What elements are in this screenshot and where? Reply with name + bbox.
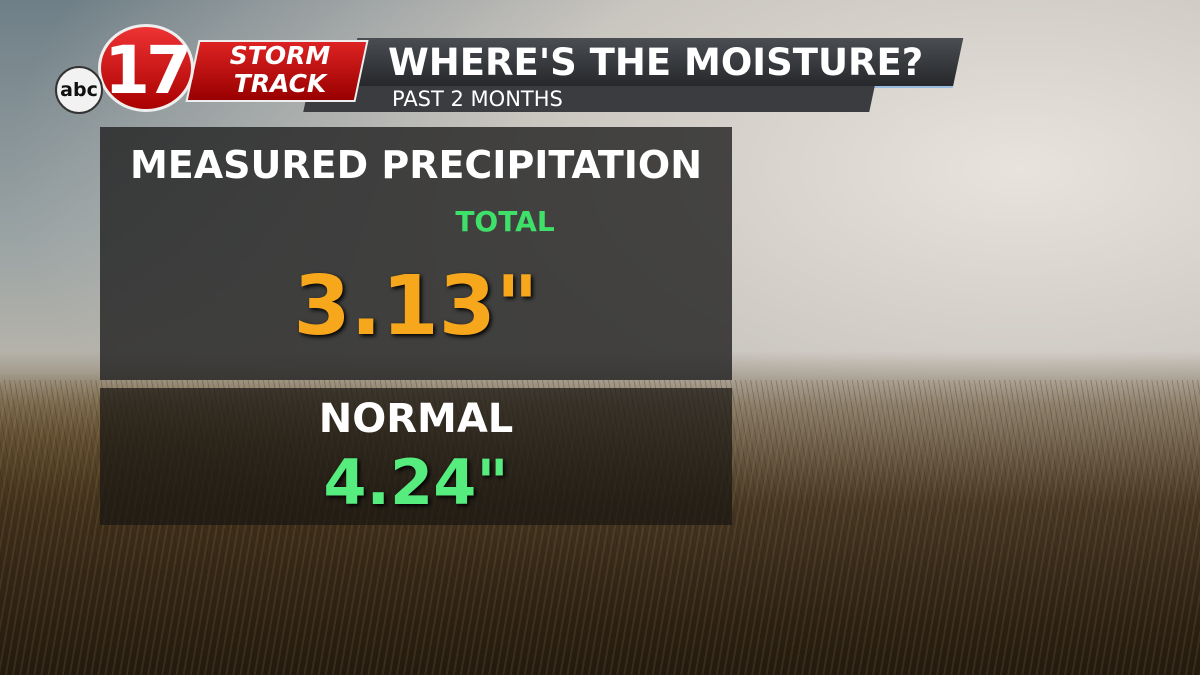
total-value: 3.13" <box>293 259 539 354</box>
subtitle-bar <box>303 86 875 112</box>
panel-heading: MEASURED PRECIPITATION <box>129 143 703 187</box>
normal-panel: NORMAL 4.24" <box>100 388 732 525</box>
network-logo: abc <box>55 66 103 114</box>
total-label: TOTAL <box>455 205 555 238</box>
subtitle: PAST 2 MONTHS <box>392 87 563 111</box>
normal-label: NORMAL <box>318 396 514 442</box>
brand-top: STORM <box>229 41 331 70</box>
title: WHERE'S THE MOISTURE? <box>388 41 924 84</box>
brand-bottom: TRACK <box>233 69 327 98</box>
brand-text: STORM TRACK <box>200 42 360 98</box>
channel-number: 17 <box>98 24 194 112</box>
total-panel: MEASURED PRECIPITATION TOTAL 3.13" <box>100 127 732 380</box>
normal-value: 4.24" <box>323 446 509 519</box>
